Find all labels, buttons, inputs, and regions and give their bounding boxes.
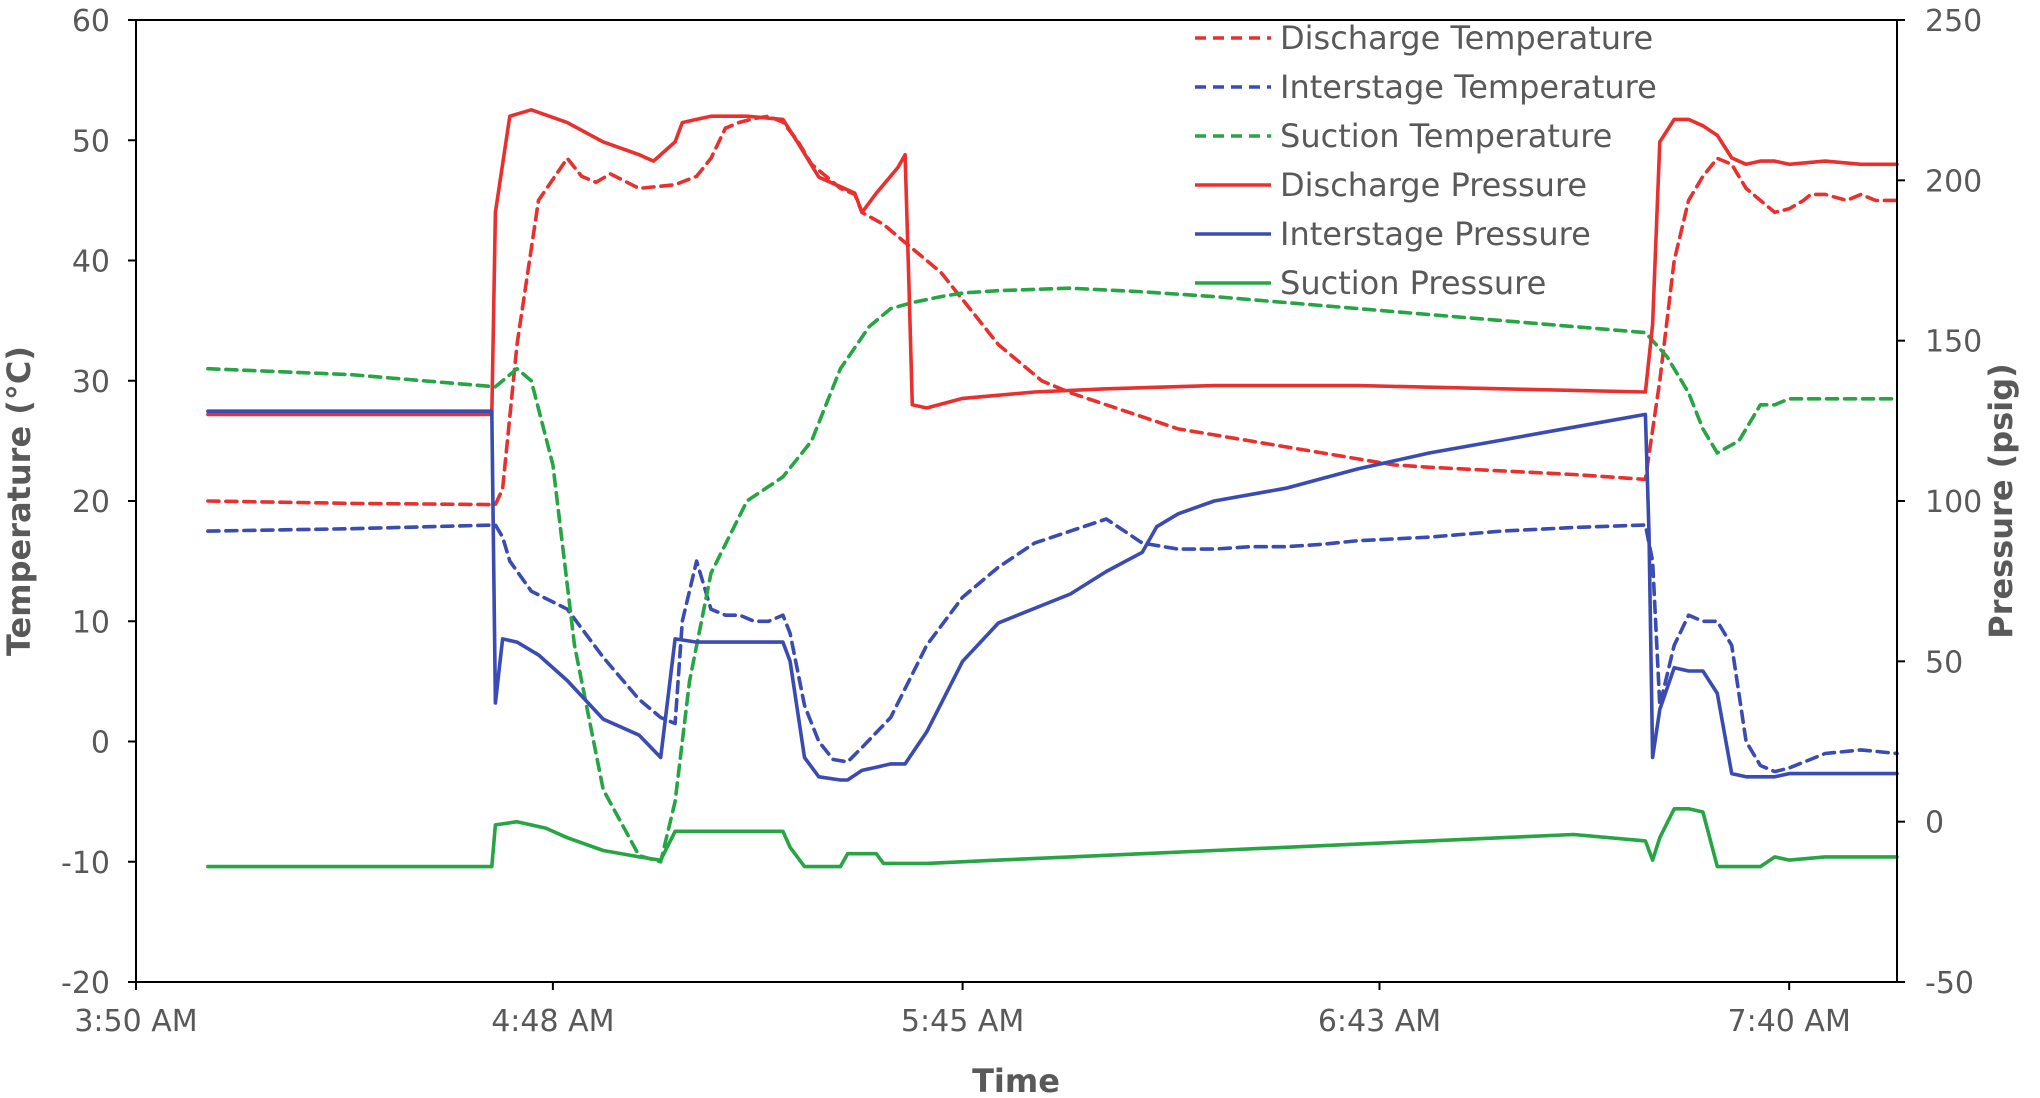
x-tick-label: 5:45 AM [901, 1004, 1024, 1039]
legend-label-interstage-pressure: Interstage Pressure [1280, 215, 1591, 253]
legend: Discharge Temperature Interstage Temperat… [1195, 19, 1657, 302]
left-axis-title: Temperature (°C) [0, 346, 38, 656]
series-interstage-pressure [206, 409, 1899, 782]
right-tick-label: 150 [1925, 325, 1982, 360]
axes [135, 19, 1898, 983]
series-interstage-temperature [206, 517, 1899, 774]
x-tick-label: 4:48 AM [491, 1004, 614, 1039]
x-tick-label: 7:40 AM [1728, 1004, 1851, 1039]
series-discharge-temperature [206, 114, 1899, 507]
left-tick-label: -20 [61, 966, 110, 1001]
right-tick-label: -50 [1925, 966, 1974, 1001]
plot-frame [135, 19, 1898, 983]
x-tick-label: 3:50 AM [74, 1004, 197, 1039]
right-tick-label: 0 [1925, 806, 1944, 841]
left-axis-ticks: -20 -10 0 10 20 30 40 50 60 [61, 4, 136, 1001]
legend-label-interstage-temperature: Interstage Temperature [1280, 68, 1657, 106]
right-tick-label: 250 [1925, 4, 1982, 39]
right-tick-label: 50 [1925, 645, 1963, 680]
legend-label-discharge-temperature: Discharge Temperature [1280, 19, 1653, 57]
x-axis-ticks: 3:50 AM 4:48 AM 5:45 AM 6:43 AM 7:40 AM [74, 982, 1851, 1039]
plot-series [206, 108, 1899, 869]
left-tick-label: 10 [72, 605, 110, 640]
left-tick-label: 50 [72, 124, 110, 159]
right-tick-label: 200 [1925, 164, 1982, 199]
x-tick-label: 6:43 AM [1318, 1004, 1441, 1039]
left-tick-label: 30 [72, 365, 110, 400]
legend-label-suction-pressure: Suction Pressure [1280, 264, 1546, 302]
left-tick-label: 20 [72, 485, 110, 520]
left-tick-label: 60 [72, 4, 110, 39]
series-suction-pressure [206, 806, 1899, 869]
right-axis-ticks: -50 0 50 100 150 200 250 [1897, 4, 1982, 1001]
left-tick-label: 40 [72, 245, 110, 280]
series-discharge-pressure [206, 108, 1899, 417]
right-axis-title: Pressure (psig) [1982, 363, 2020, 639]
right-tick-label: 100 [1925, 485, 1982, 520]
legend-label-discharge-pressure: Discharge Pressure [1280, 166, 1587, 204]
left-tick-label: -10 [61, 846, 110, 881]
left-tick-label: 0 [91, 726, 110, 761]
legend-label-suction-temperature: Suction Temperature [1280, 117, 1612, 155]
x-axis-title: Time [972, 1062, 1060, 1098]
series-suction-temperature [206, 286, 1899, 864]
